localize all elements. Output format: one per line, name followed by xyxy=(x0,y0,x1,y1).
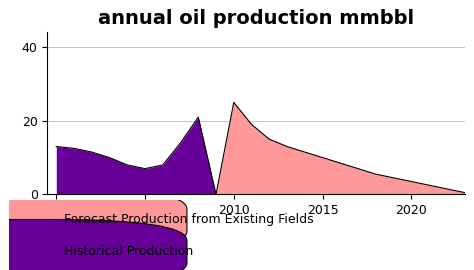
FancyBboxPatch shape xyxy=(0,188,187,252)
FancyBboxPatch shape xyxy=(0,220,187,270)
Text: Forecast Production from Existing Fields: Forecast Production from Existing Fields xyxy=(64,213,314,226)
Title: annual oil production mmbbl: annual oil production mmbbl xyxy=(98,9,414,28)
Text: Historical Production: Historical Production xyxy=(64,245,193,258)
